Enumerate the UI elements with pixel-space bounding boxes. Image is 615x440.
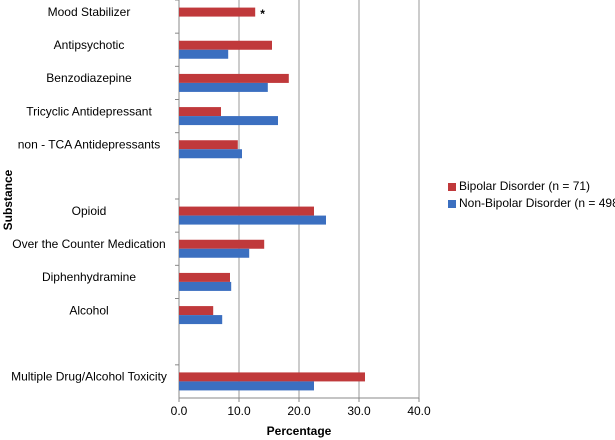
y-axis-title: Substance	[1, 169, 15, 230]
bar	[179, 272, 230, 282]
bar	[179, 315, 223, 325]
bar	[179, 281, 232, 291]
bar	[179, 49, 229, 59]
x-tick-label: 20.0	[287, 404, 311, 418]
x-tick-label: 10.0	[227, 404, 251, 418]
x-axis-title: Percentage	[267, 424, 332, 438]
bar	[179, 7, 256, 17]
y-tick-label: Diphenhydramine	[42, 270, 136, 284]
bar	[179, 215, 326, 225]
legend-label: Bipolar Disorder (n = 71)	[459, 179, 590, 193]
y-tick-label: Alcohol	[69, 303, 108, 317]
y-tick-label: Antipsychotic	[54, 38, 125, 52]
bar	[179, 381, 314, 391]
y-tick-label: non - TCA Antidepressants	[18, 137, 161, 151]
bar	[179, 372, 365, 382]
bar	[179, 239, 265, 249]
bar	[179, 306, 214, 316]
y-tick-label: Benzodiazepine	[46, 71, 132, 85]
bar	[179, 116, 278, 126]
bar	[179, 149, 242, 159]
y-tick-label: Over the Counter Medication	[12, 237, 165, 251]
y-tick-label: Opioid	[72, 204, 107, 218]
bar	[179, 73, 289, 83]
bar	[179, 248, 250, 258]
x-tick-label: 40.0	[407, 404, 431, 418]
y-tick-label: Multiple Drug/Alcohol Toxicity	[11, 370, 167, 384]
bar	[179, 82, 268, 92]
legend-swatch	[448, 183, 456, 191]
y-tick-label: Mood Stabilizer	[48, 5, 131, 19]
y-tick-label: Tricyclic Antidepressant	[26, 104, 152, 118]
x-tick-label: 30.0	[347, 404, 371, 418]
bar	[179, 40, 272, 50]
legend-label: Non-Bipolar Disorder (n = 498)	[459, 196, 615, 210]
annotation: *	[260, 7, 265, 21]
bar	[179, 140, 238, 150]
legend-swatch	[448, 200, 456, 208]
x-tick-label: 0.0	[171, 404, 188, 418]
bar	[179, 206, 314, 216]
bar	[179, 107, 221, 117]
